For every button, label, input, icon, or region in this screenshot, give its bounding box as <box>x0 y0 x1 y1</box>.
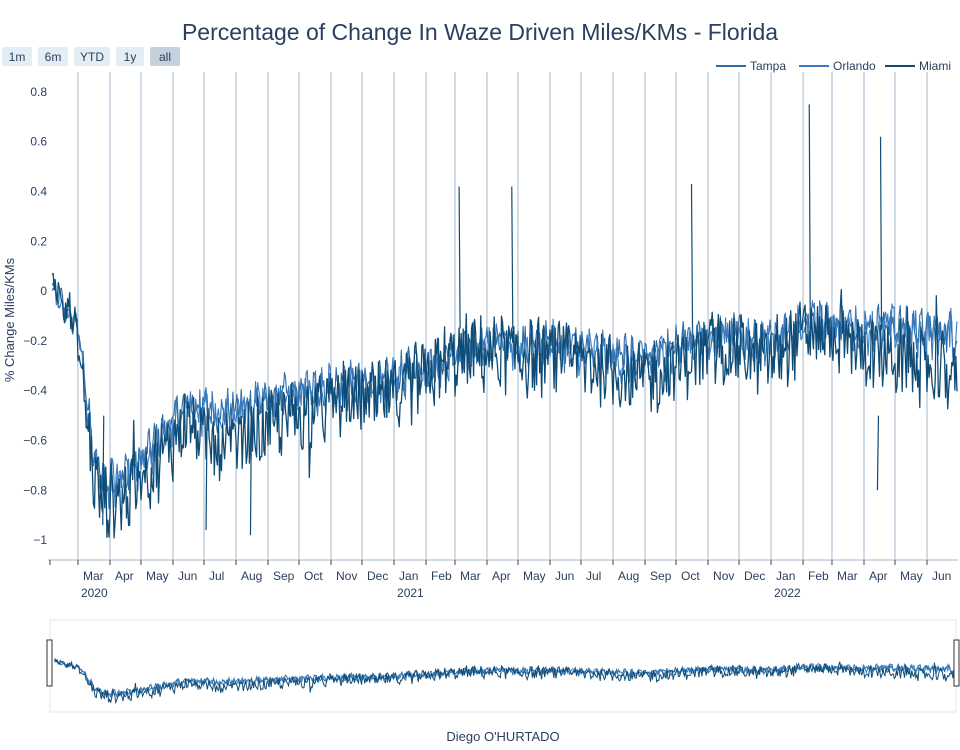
credit-text: Diego O'HURTADO <box>446 729 559 744</box>
x-tick-label: Mar <box>837 569 858 583</box>
range-slider[interactable] <box>46 619 960 713</box>
x-tick-label: Jul <box>209 569 224 583</box>
series-extreme-spike <box>690 184 694 329</box>
x-tick-label: Jun <box>178 569 197 583</box>
y-tick-label: 0.4 <box>30 185 47 199</box>
series-extreme-spike <box>511 186 514 329</box>
series-extreme-low <box>102 415 105 526</box>
x-tick-label: Oct <box>681 569 700 583</box>
x-tick-label: Feb <box>431 569 452 583</box>
slider-handle-right[interactable] <box>953 639 960 687</box>
x-tick-label: Dec <box>367 569 388 583</box>
x-tick-label: Aug <box>618 569 639 583</box>
legend: Tampa Orlando Miami <box>716 59 951 73</box>
vertical-grid <box>77 72 928 560</box>
y-tick-label: −0.6 <box>23 433 47 447</box>
y-tick-label: −0.8 <box>23 483 47 497</box>
legend-item-orlando[interactable]: Orlando <box>799 59 876 73</box>
x-year-label: 2022 <box>774 586 801 600</box>
x-tick-label: Aug <box>241 569 262 583</box>
x-tick-label: Apr <box>869 569 888 583</box>
y-tick-label: −0.4 <box>23 384 47 398</box>
x-tick-label: Jan <box>776 569 795 583</box>
x-tick-label: Apr <box>492 569 511 583</box>
x-tick-label: Mar <box>460 569 481 583</box>
series-line-orlando <box>51 286 958 510</box>
x-tick-label: Feb <box>808 569 829 583</box>
x-year-label: 2021 <box>397 586 424 600</box>
range-button-label: 6m <box>45 50 62 64</box>
x-tick-label: May <box>900 569 923 583</box>
range-button-1m[interactable]: 1m <box>2 47 32 66</box>
series-layer <box>51 104 958 539</box>
y-tick-label: −0.2 <box>23 334 47 348</box>
range-selector: 1m 6m YTD 1y all <box>2 47 180 66</box>
x-tick-label: May <box>146 569 169 583</box>
x-tick-label: Apr <box>115 569 134 583</box>
range-button-1y[interactable]: 1y <box>116 47 144 66</box>
x-tick-label: Dec <box>744 569 765 583</box>
y-tick-label: 0.6 <box>30 135 47 149</box>
series-extreme-dip <box>249 415 253 536</box>
x-tick-label: Jun <box>555 569 574 583</box>
x-tick-label: Nov <box>336 569 357 583</box>
series-line-miami <box>51 272 958 539</box>
x-tick-label: May <box>523 569 546 583</box>
x-tick-label: Jun <box>932 569 951 583</box>
legend-item-miami[interactable]: Miami <box>885 59 951 73</box>
y-tick-label: 0 <box>40 284 47 298</box>
x-year-label: 2020 <box>81 586 108 600</box>
x-tick-label: Nov <box>713 569 734 583</box>
slider-line-orlando <box>53 660 956 698</box>
x-tick-label: Jul <box>586 569 601 583</box>
range-button-label: 1y <box>124 50 137 64</box>
series-extreme-spike <box>458 186 461 329</box>
legend-label: Tampa <box>750 59 786 73</box>
y-axis: −1 −0.8 −0.6 −0.4 −0.2 0 0.2 0.4 0.6 0.8 <box>23 85 47 547</box>
slider-handle-left[interactable] <box>46 639 53 687</box>
series-extreme-spike <box>879 136 883 329</box>
legend-label: Miami <box>919 59 951 73</box>
x-tick-label: Sep <box>273 569 295 583</box>
y-axis-title: % Change Miles/KMs <box>2 257 17 382</box>
series-extreme-dip <box>205 415 208 531</box>
range-button-ytd[interactable]: YTD <box>74 47 110 66</box>
y-tick-label: 0.2 <box>30 234 47 248</box>
legend-label: Orlando <box>833 59 876 73</box>
series-extreme-dip <box>876 415 880 491</box>
legend-item-tampa[interactable]: Tampa <box>716 59 786 73</box>
range-button-label: YTD <box>80 50 104 64</box>
y-tick-label: −1 <box>33 533 47 547</box>
range-button-6m[interactable]: 6m <box>38 47 68 66</box>
x-tick-label: Jan <box>399 569 418 583</box>
slider-line-miami <box>54 658 956 705</box>
series-extreme-spike <box>808 104 811 329</box>
x-axis: Mar 2020 Apr May Jun Jul Aug Sep Oct Nov Dec Jan 202… <box>48 559 958 600</box>
range-button-label: 1m <box>9 50 26 64</box>
y-tick-label: 0.8 <box>30 85 47 99</box>
range-button-label: all <box>159 50 171 64</box>
x-tick-label: Oct <box>304 569 323 583</box>
range-button-all[interactable]: all <box>150 47 180 66</box>
x-tick-label: Sep <box>650 569 672 583</box>
chart-title: Percentage of Change In Waze Driven Mile… <box>182 19 778 45</box>
x-tick-label: Mar <box>83 569 104 583</box>
